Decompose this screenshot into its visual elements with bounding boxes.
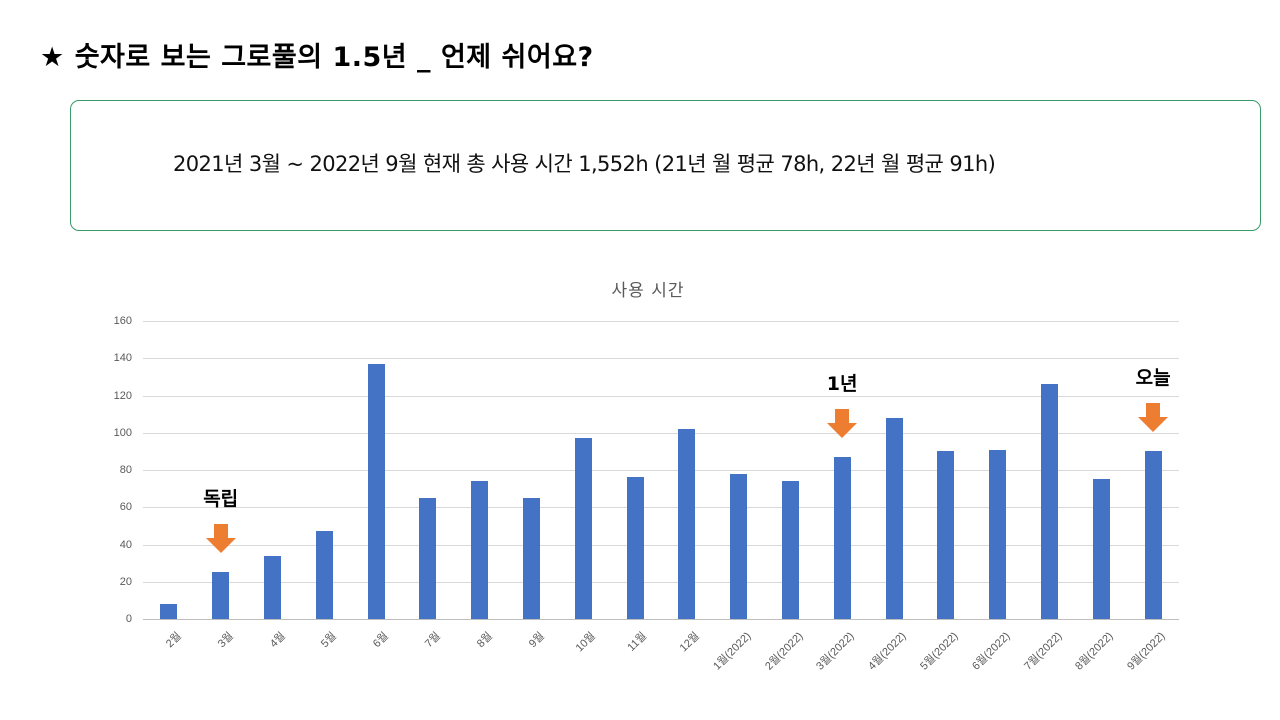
x-tick-label: 5월 <box>319 630 340 651</box>
x-tick-label: 2월(2022) <box>762 630 806 673</box>
bar-20[interactable] <box>1144 451 1162 619</box>
y-tick-label: 100 <box>113 427 132 439</box>
x-tick-label: 7월 <box>422 630 443 651</box>
x-tick-label: 9월 <box>526 630 547 651</box>
gridline <box>143 545 1179 546</box>
bar-15[interactable] <box>885 417 903 619</box>
annotation-label: 독립 <box>203 488 239 511</box>
bar-3[interactable] <box>264 555 281 619</box>
annotation-label: 오늘 <box>1135 367 1171 390</box>
y-tick-label: 140 <box>113 352 132 364</box>
y-tick-label: 20 <box>119 576 132 588</box>
x-tick-label: 11월 <box>625 630 650 654</box>
bar-4[interactable] <box>315 531 333 619</box>
x-tick-label: 8월(2022) <box>1073 630 1116 673</box>
x-tick-label: 1월(2022) <box>710 630 754 673</box>
x-axis-line <box>143 619 1179 620</box>
bar-19[interactable] <box>1092 479 1110 619</box>
bar-16[interactable] <box>937 451 955 619</box>
bar-17[interactable] <box>989 449 1007 619</box>
star-icon: ★ <box>40 42 65 73</box>
bar-2[interactable] <box>212 572 230 619</box>
x-tick-label: 7월(2022) <box>1021 630 1065 673</box>
chart-title: 사용 시간 <box>611 281 685 301</box>
bar-11[interactable] <box>678 429 696 619</box>
bar-8[interactable] <box>523 497 540 619</box>
bar-12[interactable] <box>730 473 748 619</box>
page-title: ★ 숫자로 보는 그로풀의 1.5년 _ 언제 쉬어요? <box>40 36 594 80</box>
x-tick-label: 4월(2022) <box>866 630 909 673</box>
y-tick-label: 40 <box>119 539 132 551</box>
x-tick-label: 4월 <box>267 630 288 651</box>
bar-14[interactable] <box>833 456 851 619</box>
y-tick-label: 120 <box>113 390 132 402</box>
x-tick-label: 6월 <box>370 630 391 651</box>
gridline <box>143 507 1179 508</box>
annotation-label: 1년 <box>826 372 858 395</box>
x-tick-label: 9월(2022) <box>1125 630 1168 673</box>
page-title-text: 숫자로 보는 그로풀의 1.5년 _ 언제 쉬어요? <box>74 42 594 73</box>
x-tick-label: 10월 <box>573 630 599 655</box>
x-tick-label: 2월 <box>163 630 184 651</box>
down-arrow-icon <box>1138 403 1169 433</box>
x-tick-label: 3월(2022) <box>814 630 857 673</box>
bar-18[interactable] <box>1041 384 1058 619</box>
bar-13[interactable] <box>782 481 799 619</box>
gridline <box>143 321 1179 322</box>
gridline <box>143 358 1179 359</box>
bar-10[interactable] <box>626 477 644 619</box>
summary-box: 2021년 3월 ~ 2022년 9월 현재 총 사용 시간 1,552h (2… <box>70 100 1261 231</box>
x-tick-label: 8월 <box>474 630 495 651</box>
x-tick-label: 3월 <box>215 630 236 651</box>
gridline <box>143 470 1179 471</box>
x-tick-label: 12월 <box>677 630 702 655</box>
down-arrow-icon <box>827 408 858 439</box>
x-tick-label: 6월(2022) <box>969 630 1013 673</box>
y-tick-label: 160 <box>113 315 132 327</box>
bar-6[interactable] <box>419 497 437 619</box>
bar-9[interactable] <box>574 438 592 619</box>
summary-text: 2021년 3월 ~ 2022년 9월 현재 총 사용 시간 1,552h (2… <box>173 152 996 176</box>
bar-5[interactable] <box>367 363 385 619</box>
down-arrow-icon <box>205 524 236 554</box>
y-tick-label: 60 <box>119 501 132 513</box>
x-tick-label: 5월(2022) <box>918 630 961 673</box>
bar-1[interactable] <box>160 604 178 619</box>
gridline <box>143 433 1179 434</box>
y-tick-label: 80 <box>119 464 132 476</box>
gridline <box>143 582 1179 583</box>
bar-7[interactable] <box>471 481 489 619</box>
y-tick-label: 0 <box>125 613 132 625</box>
gridline <box>143 396 1179 397</box>
